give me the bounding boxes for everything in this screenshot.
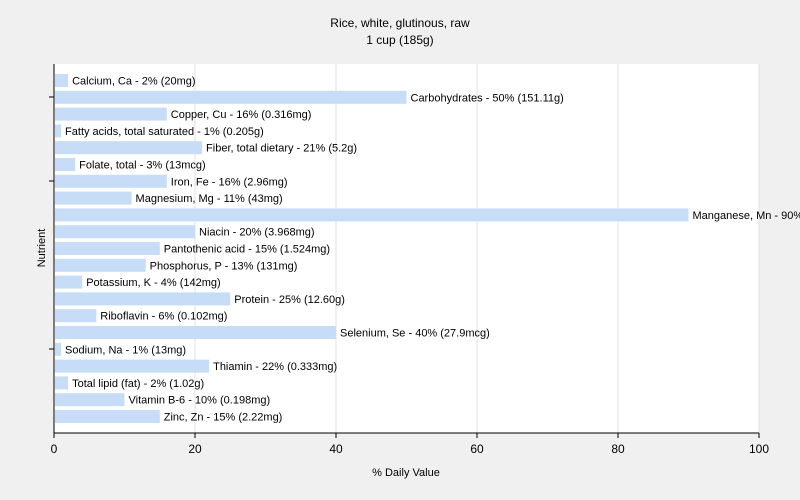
bar <box>55 410 160 423</box>
bar-label: Fatty acids, total saturated - 1% (0.205… <box>65 126 264 138</box>
bar <box>55 208 689 222</box>
bar <box>55 124 62 138</box>
x-tick-label: 100 <box>749 442 769 456</box>
bar <box>55 74 69 87</box>
bar <box>55 342 62 356</box>
bar <box>55 90 407 104</box>
bar-label: Niacin - 20% (3.968mg) <box>199 227 315 239</box>
x-tick-label: 0 <box>51 442 58 456</box>
bar <box>55 225 195 239</box>
bar <box>55 158 76 171</box>
chart-subtitle: 1 cup (185g) <box>366 33 433 47</box>
bar-label: Copper, Cu - 16% (0.316mg) <box>171 109 312 121</box>
x-axis-label: % Daily Value <box>372 467 440 479</box>
bar-label: Manganese, Mn - 90% (1.802mg) <box>693 210 800 222</box>
axes <box>53 64 759 434</box>
bar <box>55 191 132 205</box>
bar <box>55 309 97 323</box>
bar-label: Calcium, Ca - 2% (20mg) <box>72 76 195 88</box>
bar <box>55 393 125 407</box>
bar <box>55 107 167 121</box>
bars <box>55 74 689 423</box>
chart-title: Rice, white, glutinous, raw <box>330 16 470 30</box>
bar-label: Sodium, Na - 1% (13mg) <box>65 344 186 356</box>
bar <box>55 275 83 289</box>
x-ticks: 0 20 40 60 80 100 <box>51 433 769 456</box>
bar-label: Folate, total - 3% (13mcg) <box>79 160 206 172</box>
bar-label: Vitamin B-6 - 10% (0.198mg) <box>129 395 271 407</box>
bar <box>55 326 336 339</box>
bar-label: Zinc, Zn - 15% (2.22mg) <box>164 412 283 424</box>
bar-label: Fiber, total dietary - 21% (5.2g) <box>206 143 357 155</box>
bar-label: Phosphorus, P - 13% (131mg) <box>150 260 298 272</box>
bar <box>55 242 160 255</box>
bar-labels: Calcium, Ca - 2% (20mg) Carbohydrates - 5… <box>65 76 800 424</box>
x-tick-label: 20 <box>188 442 202 456</box>
bar <box>55 292 231 306</box>
bar-label: Riboflavin - 6% (0.102mg) <box>100 311 227 323</box>
bar <box>55 376 69 390</box>
x-tick-label: 60 <box>470 442 484 456</box>
bar <box>55 359 210 373</box>
bar <box>55 141 203 155</box>
bar-label: Pantothenic acid - 15% (1.524mg) <box>164 244 330 256</box>
bar <box>55 174 167 188</box>
bar-label: Iron, Fe - 16% (2.96mg) <box>171 176 288 188</box>
y-axis-label: Nutrient <box>36 229 48 268</box>
bar-label: Carbohydrates - 50% (151.11g) <box>411 92 564 104</box>
bar-label: Selenium, Se - 40% (27.9mcg) <box>340 328 490 340</box>
bar-label: Magnesium, Mg - 11% (43mg) <box>136 193 283 205</box>
bar <box>55 258 146 272</box>
x-tick-label: 80 <box>611 442 625 456</box>
y-ticks <box>49 96 54 350</box>
bar-label: Potassium, K - 4% (142mg) <box>86 277 221 289</box>
bar-label: Thiamin - 22% (0.333mg) <box>213 361 337 373</box>
x-tick-label: 40 <box>329 442 343 456</box>
bar-label: Protein - 25% (12.60g) <box>234 294 345 306</box>
bar-label: Total lipid (fat) - 2% (1.02g) <box>72 378 204 390</box>
